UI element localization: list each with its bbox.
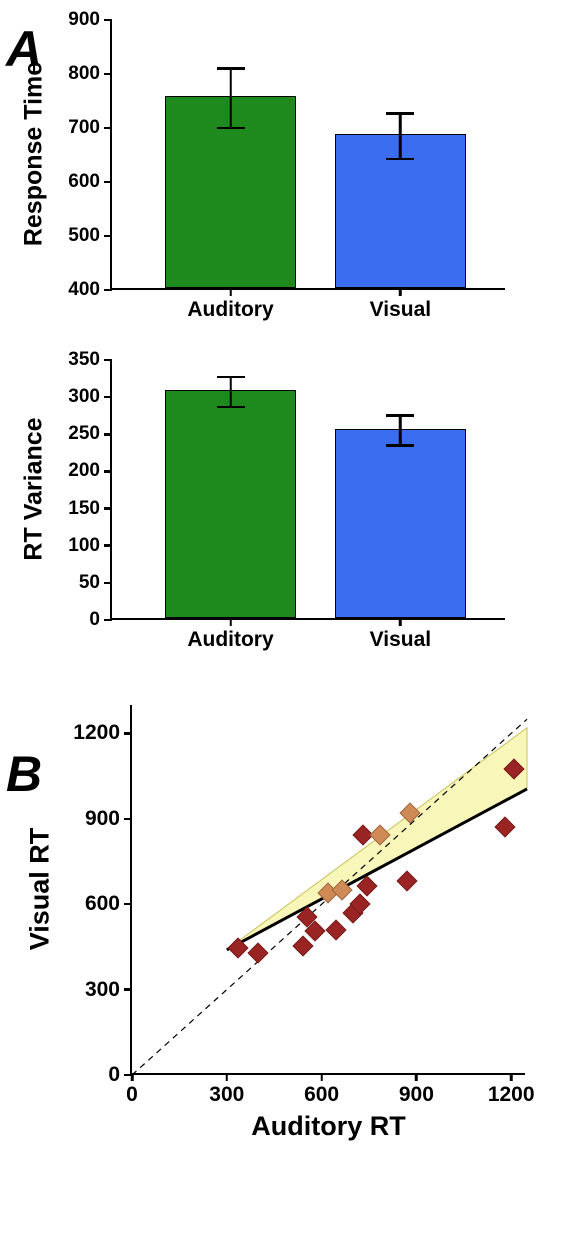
y-tick-label: 700 <box>68 117 112 139</box>
y-tick-label: 500 <box>68 225 112 247</box>
y-tick-label: 600 <box>68 171 112 193</box>
y-tick-label: 150 <box>68 498 112 520</box>
error-bar <box>229 69 232 128</box>
y-tick-label: 600 <box>85 892 132 916</box>
error-cap <box>217 376 245 379</box>
y-tick-label: 300 <box>85 978 132 1002</box>
y-tick-label: 200 <box>68 460 112 482</box>
y-tick-label: 800 <box>68 63 112 85</box>
error-cap <box>217 127 245 130</box>
bar-chart-rt-variance: RT Variance 050100150200250300350Auditor… <box>110 360 505 620</box>
x-tick-label: 900 <box>399 1073 434 1107</box>
x-tick-label: Visual <box>370 618 431 652</box>
error-bar <box>399 416 402 446</box>
fit-line <box>227 789 527 950</box>
y-tick-label: 400 <box>68 279 112 301</box>
y-tick-label: 50 <box>79 572 112 594</box>
x-tick-label: Visual <box>370 288 431 322</box>
y-axis-title: RT Variance <box>20 417 49 560</box>
y-tick-label: 300 <box>68 386 112 408</box>
y-tick-label: 900 <box>85 807 132 831</box>
y-tick-label: 0 <box>89 609 112 631</box>
bar-chart-response-time: Response Time 400500600700800900Auditory… <box>110 20 505 290</box>
y-tick-label: 100 <box>68 535 112 557</box>
error-cap <box>386 444 414 447</box>
figure-root: A Response Time 400500600700800900Audito… <box>0 20 576 1259</box>
error-cap <box>386 112 414 115</box>
error-cap <box>217 406 245 409</box>
x-tick-label: 300 <box>209 1073 244 1107</box>
bar <box>335 429 465 618</box>
panel-label-b: B <box>6 745 42 803</box>
x-tick-label: Auditory <box>187 288 273 322</box>
error-cap <box>386 414 414 417</box>
y-tick-label: 900 <box>68 9 112 31</box>
y-axis-title: Visual RT <box>25 828 56 951</box>
y-axis-title: Response Time <box>20 62 49 246</box>
x-tick-label: 1200 <box>488 1073 535 1107</box>
error-cap <box>217 67 245 70</box>
scatter-visual-vs-auditory: Visual RT Auditory RT 030060090012000300… <box>130 705 525 1075</box>
y-tick-label: 250 <box>68 423 112 445</box>
x-tick-label: Auditory <box>187 618 273 652</box>
error-cap <box>386 158 414 161</box>
y-tick-label: 0 <box>108 1063 132 1087</box>
error-bar <box>399 113 402 158</box>
error-bar <box>229 377 232 407</box>
x-tick-label: 600 <box>304 1073 339 1107</box>
y-tick-label: 1200 <box>73 721 132 745</box>
bar <box>165 390 295 618</box>
y-tick-label: 350 <box>68 349 112 371</box>
